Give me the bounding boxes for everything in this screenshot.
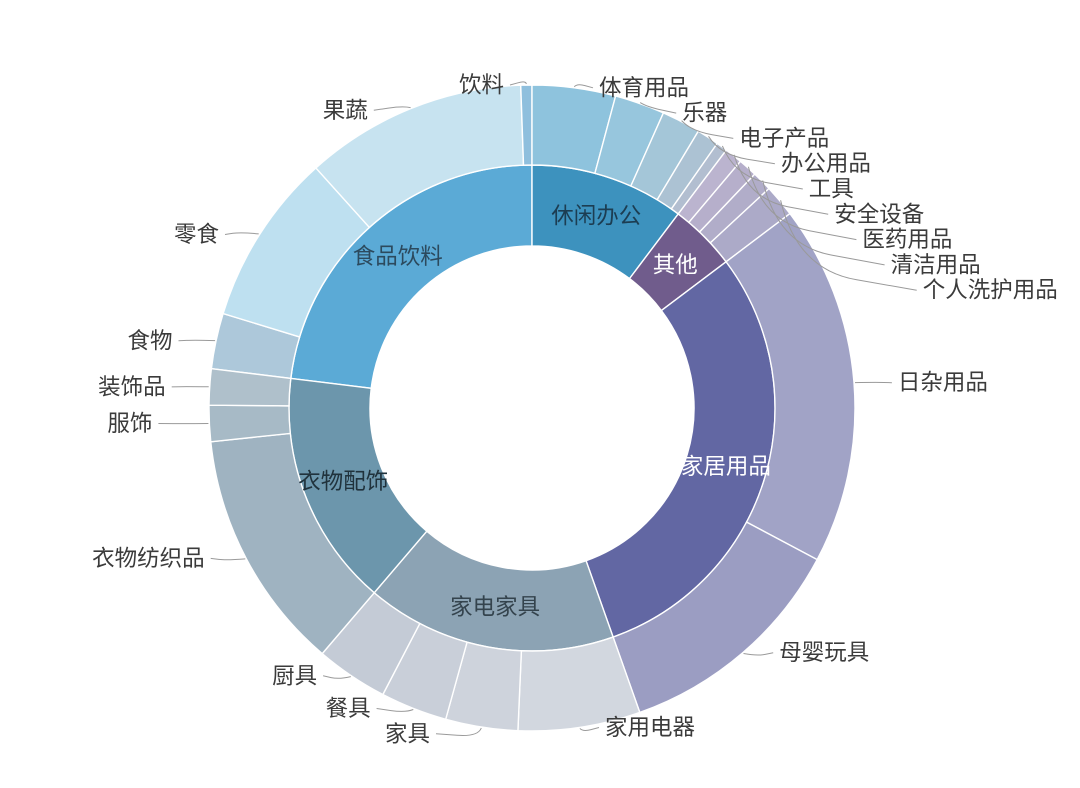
svg-text:个人洗护用品: 个人洗护用品	[923, 278, 1058, 303]
svg-text:家用电器: 家用电器	[605, 715, 695, 740]
svg-text:食物: 食物	[127, 328, 172, 353]
svg-text:家居用品: 家居用品	[681, 454, 771, 479]
svg-text:医药用品: 医药用品	[862, 227, 952, 252]
svg-text:体育用品: 体育用品	[599, 75, 689, 100]
svg-text:饮料: 饮料	[459, 73, 504, 98]
svg-text:安全设备: 安全设备	[834, 202, 924, 227]
svg-text:厨具: 厨具	[272, 663, 317, 688]
svg-text:零食: 零食	[174, 222, 219, 247]
svg-text:休闲办公: 休闲办公	[551, 204, 641, 229]
svg-text:其他: 其他	[653, 252, 698, 277]
svg-text:食品饮料: 食品饮料	[353, 244, 443, 269]
svg-text:家具: 家具	[385, 721, 430, 746]
svg-text:服饰: 服饰	[107, 411, 152, 436]
svg-text:果蔬: 果蔬	[323, 98, 368, 123]
svg-text:衣物纺织品: 衣物纺织品	[92, 546, 205, 571]
svg-text:办公用品: 办公用品	[781, 151, 871, 176]
svg-text:电子产品: 电子产品	[739, 126, 829, 151]
svg-text:乐器: 乐器	[682, 101, 727, 126]
svg-text:衣物配饰: 衣物配饰	[298, 469, 388, 494]
svg-text:餐具: 餐具	[326, 696, 371, 721]
svg-text:工具: 工具	[809, 177, 854, 202]
svg-text:母婴玩具: 母婴玩具	[779, 640, 869, 665]
svg-text:清洁用品: 清洁用品	[891, 252, 981, 277]
svg-text:家电家具: 家电家具	[450, 595, 540, 620]
svg-text:日杂用品: 日杂用品	[898, 370, 988, 395]
svg-text:装饰品: 装饰品	[98, 374, 166, 399]
